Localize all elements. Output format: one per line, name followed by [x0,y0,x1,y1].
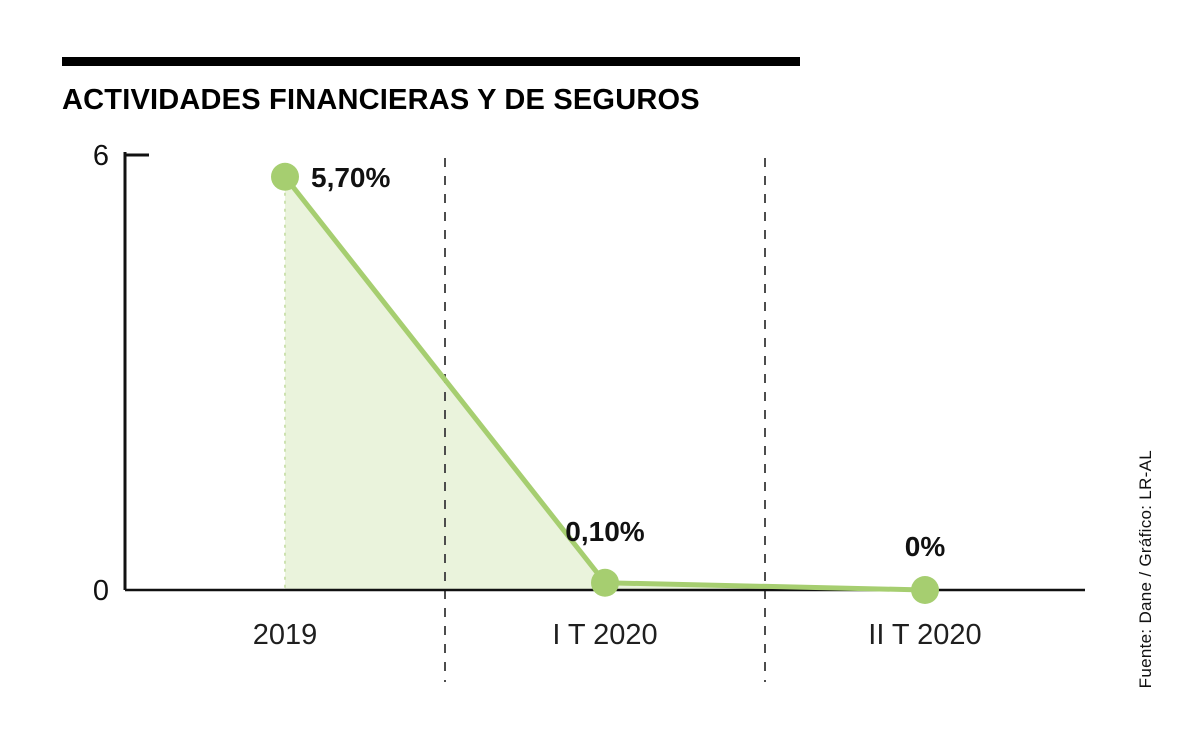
value-label: 0,10% [565,516,644,547]
data-point [911,576,939,604]
y-tick-label: 6 [93,140,109,172]
x-tick-label: I T 2020 [552,619,657,651]
y-tick-label: 0 [93,575,109,607]
x-tick-label: II T 2020 [868,619,981,651]
x-tick-label: 2019 [253,619,318,651]
value-label: 0% [905,531,946,562]
data-point [271,162,299,191]
data-point [591,568,619,597]
value-label: 5,70% [311,162,390,193]
chart-title: ACTIVIDADES FINANCIERAS Y DE SEGUROS [62,84,700,116]
title-rule [62,57,800,66]
source-credit: Fuente: Dane / Gráfico: LR-AL [1136,449,1155,688]
